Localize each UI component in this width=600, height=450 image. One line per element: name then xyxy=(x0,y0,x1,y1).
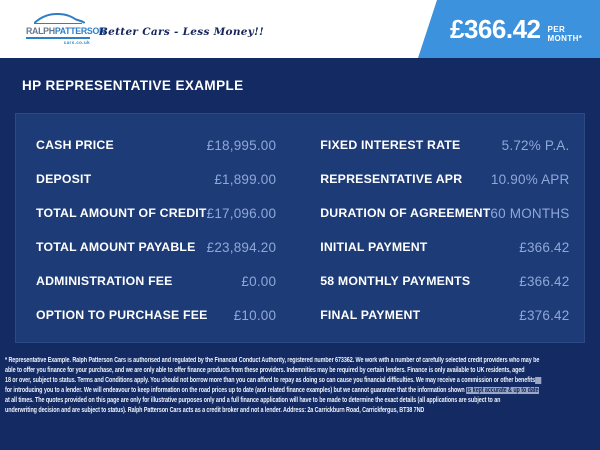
disclaimer-segment: able to offer you finance for your purch… xyxy=(5,367,525,374)
table-row: INITIAL PAYMENT £366.42 xyxy=(320,230,569,264)
row-label: DEPOSIT xyxy=(36,172,92,186)
site-header: RALPHPATTERSON cars.co.uk Better Cars - … xyxy=(0,0,600,58)
disclaimer-line: * Representative Example. Ralph Patterso… xyxy=(5,356,598,366)
logo-domain-text: cars.co.uk xyxy=(63,40,90,45)
row-value: £18,995.00 xyxy=(206,137,277,153)
section-heading-band: HP REPRESENTATIVE EXAMPLE xyxy=(0,58,600,113)
disclaimer-segment: * Representative Example. Ralph Patterso… xyxy=(5,357,540,364)
table-row: DURATION OF AGREEMENT 60 MONTHS xyxy=(320,196,569,230)
finance-table-panel: CASH PRICE £18,995.00 DEPOSIT £1,899.00 TOTA… xyxy=(15,113,585,343)
row-label: DURATION OF AGREEMENT xyxy=(320,206,491,220)
row-label: OPTION TO PURCHASE FEE xyxy=(36,308,208,322)
disclaimer-segment: 18 or over, subject to status. Terms and… xyxy=(5,377,536,384)
table-row: OPTION TO PURCHASE FEE £10.00 xyxy=(36,298,276,332)
row-label: FIXED INTEREST RATE xyxy=(320,138,461,152)
ralph-patterson-logo[interactable]: RALPHPATTERSON cars.co.uk xyxy=(26,12,105,45)
table-row: ADMINISTRATION FEE £0.00 xyxy=(36,264,276,298)
text-selection-highlight xyxy=(535,377,541,384)
row-value: £376.42 xyxy=(519,307,570,323)
page-title: HP REPRESENTATIVE EXAMPLE xyxy=(22,78,244,93)
row-label: TOTAL AMOUNT OF CREDIT xyxy=(36,206,207,220)
row-value: £10.00 xyxy=(233,307,277,323)
row-value: £23,894.20 xyxy=(206,239,277,255)
table-row: DEPOSIT £1,899.00 xyxy=(36,162,276,196)
row-label: REPRESENTATIVE APR xyxy=(320,172,463,186)
row-label: 58 MONTHLY PAYMENTS xyxy=(320,274,471,288)
logo-wordmark: RALPHPATTERSON xyxy=(26,26,105,39)
monthly-price-amount: £366.42 xyxy=(450,13,541,44)
slogan-text: Better Cars - Less Money!! xyxy=(99,26,264,38)
row-label: FINAL PAYMENT xyxy=(320,308,421,322)
row-value: £1,899.00 xyxy=(214,171,277,187)
car-silhouette-icon xyxy=(34,12,85,24)
row-label: TOTAL AMOUNT PAYABLE xyxy=(36,240,196,254)
disclaimer-segment: at all times. The quotes provided on thi… xyxy=(5,397,501,404)
row-value: £366.42 xyxy=(519,273,570,289)
disclaimer-line: 18 or over, subject to status. Terms and… xyxy=(5,376,598,386)
disclaimer-line: for introducing you to a lender. We will… xyxy=(5,386,598,396)
logo-text-ralph: RALPH xyxy=(26,26,55,36)
row-label: INITIAL PAYMENT xyxy=(320,240,428,254)
row-value: 10.90% APR xyxy=(490,171,570,187)
text-selection-highlight: is kept accurate & up to date xyxy=(466,387,540,394)
disclaimer-segment: for introducing you to a lender. We will… xyxy=(5,387,467,394)
table-row: 58 MONTHLY PAYMENTS £366.42 xyxy=(320,264,569,298)
disclaimer-line: able to offer you finance for your purch… xyxy=(5,366,598,376)
row-label: CASH PRICE xyxy=(36,138,114,152)
finance-table-left-column: CASH PRICE £18,995.00 DEPOSIT £1,899.00 TOTA… xyxy=(36,128,276,342)
disclaimer-text: * Representative Example. Ralph Patterso… xyxy=(5,356,598,416)
disclaimer-line: at all times. The quotes provided on thi… xyxy=(5,396,598,406)
row-value: 60 MONTHS xyxy=(490,205,570,221)
finance-table-right-column: FIXED INTEREST RATE 5.72% P.A. REPRESENTAT… xyxy=(320,128,569,342)
row-value: 5.72% P.A. xyxy=(501,137,570,153)
row-label: ADMINISTRATION FEE xyxy=(36,274,173,288)
table-row: FIXED INTEREST RATE 5.72% P.A. xyxy=(320,128,569,162)
logo-text-patterson: PATTERSON xyxy=(54,26,106,36)
table-row: TOTAL AMOUNT OF CREDIT £17,096.00 xyxy=(36,196,276,230)
monthly-price-banner: £366.42 PER MONTH* xyxy=(418,0,600,58)
table-row: CASH PRICE £18,995.00 xyxy=(36,128,276,162)
row-value: £366.42 xyxy=(519,239,570,255)
table-row: TOTAL AMOUNT PAYABLE £23,894.20 xyxy=(36,230,276,264)
row-value: £17,096.00 xyxy=(206,205,277,221)
table-row: REPRESENTATIVE APR 10.90% APR xyxy=(320,162,569,196)
row-value: £0.00 xyxy=(241,273,277,289)
monthly-price-period: PER MONTH* xyxy=(547,24,583,43)
disclaimer-line: underwriting decision and are subject to… xyxy=(5,406,598,416)
table-row: FINAL PAYMENT £376.42 xyxy=(320,298,569,332)
disclaimer-segment: underwriting decision and are subject to… xyxy=(5,407,425,414)
